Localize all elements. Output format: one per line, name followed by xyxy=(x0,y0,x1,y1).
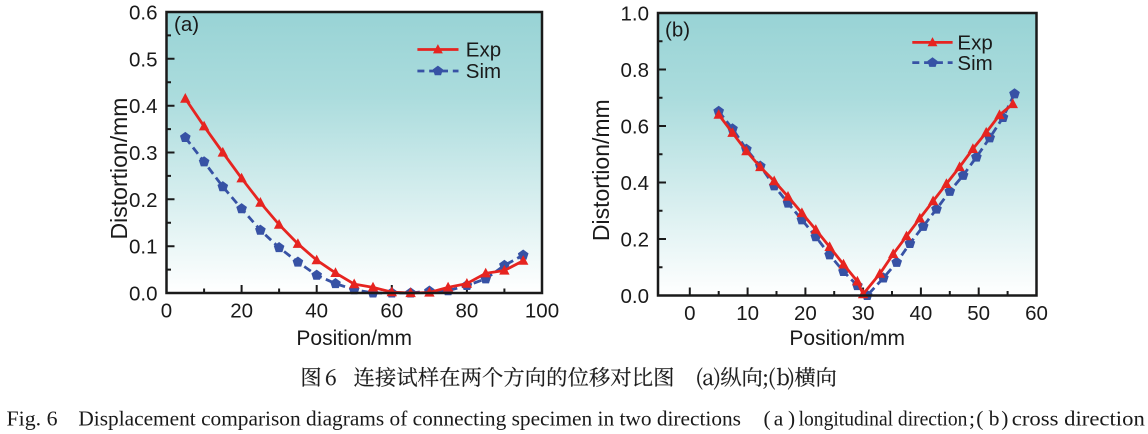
svg-text:): ) xyxy=(1001,407,1008,431)
svg-text:a: a xyxy=(774,407,784,431)
svg-text:1.0: 1.0 xyxy=(621,3,650,26)
svg-text:60: 60 xyxy=(380,300,403,323)
svg-text:0.1: 0.1 xyxy=(129,236,158,259)
svg-text:20: 20 xyxy=(794,302,817,325)
svg-text:0.4: 0.4 xyxy=(621,172,650,195)
svg-text:100: 100 xyxy=(525,300,559,323)
svg-text:0: 0 xyxy=(161,300,172,323)
svg-text:20: 20 xyxy=(230,300,253,323)
svg-text:30: 30 xyxy=(852,302,875,325)
svg-text:Position/mm: Position/mm xyxy=(296,327,412,350)
svg-text:longitudinal direction: longitudinal direction xyxy=(799,407,968,431)
svg-text:0.2: 0.2 xyxy=(129,189,158,212)
svg-text:0.4: 0.4 xyxy=(129,95,158,118)
svg-text:): ) xyxy=(788,407,795,431)
svg-text:Distortion/mm: Distortion/mm xyxy=(588,99,614,241)
svg-text:cross direction: cross direction xyxy=(1012,407,1145,431)
svg-text:Distortion/mm: Distortion/mm xyxy=(106,98,132,240)
svg-text:Position/mm: Position/mm xyxy=(789,327,905,350)
svg-text:10: 10 xyxy=(736,302,759,325)
svg-text:0.6: 0.6 xyxy=(621,116,650,139)
svg-text:Exp: Exp xyxy=(957,32,992,55)
svg-text:0.0: 0.0 xyxy=(621,285,650,308)
svg-text:0.3: 0.3 xyxy=(129,142,158,165)
svg-text:(a): (a) xyxy=(174,13,199,36)
svg-text:0.2: 0.2 xyxy=(621,229,650,252)
svg-text:0.5: 0.5 xyxy=(129,48,158,71)
svg-text:(: ( xyxy=(976,407,983,431)
svg-text:50: 50 xyxy=(967,302,990,325)
svg-text:0: 0 xyxy=(684,302,695,325)
svg-text:60: 60 xyxy=(1025,302,1048,325)
svg-text:0.0: 0.0 xyxy=(129,283,158,306)
svg-text:40: 40 xyxy=(909,302,932,325)
svg-text:Fig. 6: Fig. 6 xyxy=(7,407,58,431)
svg-text:80: 80 xyxy=(455,300,478,323)
svg-text:Sim: Sim xyxy=(957,52,992,75)
svg-text:Displacement comparison diagra: Displacement comparison diagrams of conn… xyxy=(78,407,741,431)
svg-text:b: b xyxy=(989,407,1000,431)
svg-text:Sim: Sim xyxy=(466,60,501,83)
svg-text:Exp: Exp xyxy=(466,39,501,62)
svg-text:40: 40 xyxy=(305,300,328,323)
svg-text:(b): (b) xyxy=(665,19,690,42)
svg-text:0.6: 0.6 xyxy=(129,2,158,25)
svg-text:;: ; xyxy=(969,407,975,431)
svg-text:0.8: 0.8 xyxy=(621,59,650,82)
svg-text:(: ( xyxy=(764,407,771,431)
